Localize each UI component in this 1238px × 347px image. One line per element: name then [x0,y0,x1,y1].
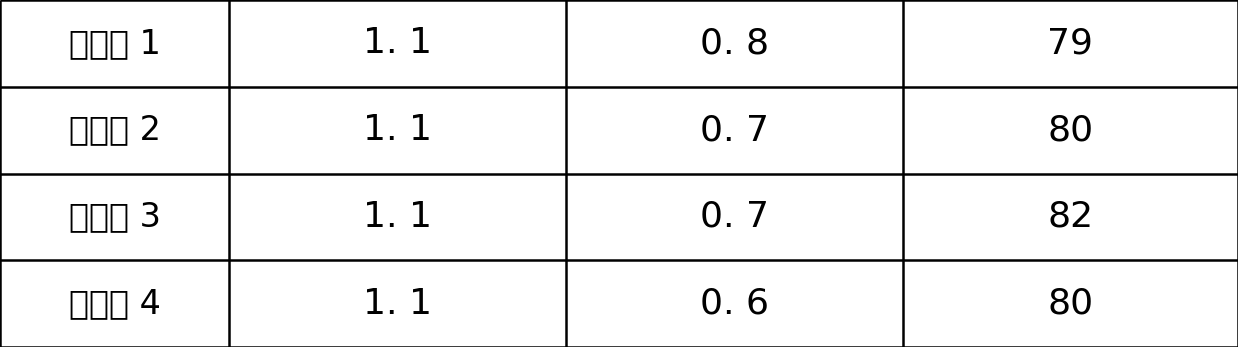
Text: 0. 7: 0. 7 [699,113,769,147]
Text: 对比例 4: 对比例 4 [68,287,161,320]
Text: 对比例 3: 对比例 3 [68,200,161,234]
Text: 80: 80 [1047,113,1093,147]
Text: 0. 6: 0. 6 [699,287,769,321]
Text: 1. 1: 1. 1 [363,113,432,147]
Text: 82: 82 [1047,200,1093,234]
Text: 80: 80 [1047,287,1093,321]
Text: 1. 1: 1. 1 [363,200,432,234]
Text: 对比例 2: 对比例 2 [68,113,161,147]
Text: 0. 7: 0. 7 [699,200,769,234]
Text: 对比例 1: 对比例 1 [68,27,161,60]
Text: 79: 79 [1047,26,1093,60]
Text: 0. 8: 0. 8 [699,26,769,60]
Text: 1. 1: 1. 1 [363,287,432,321]
Text: 1. 1: 1. 1 [363,26,432,60]
